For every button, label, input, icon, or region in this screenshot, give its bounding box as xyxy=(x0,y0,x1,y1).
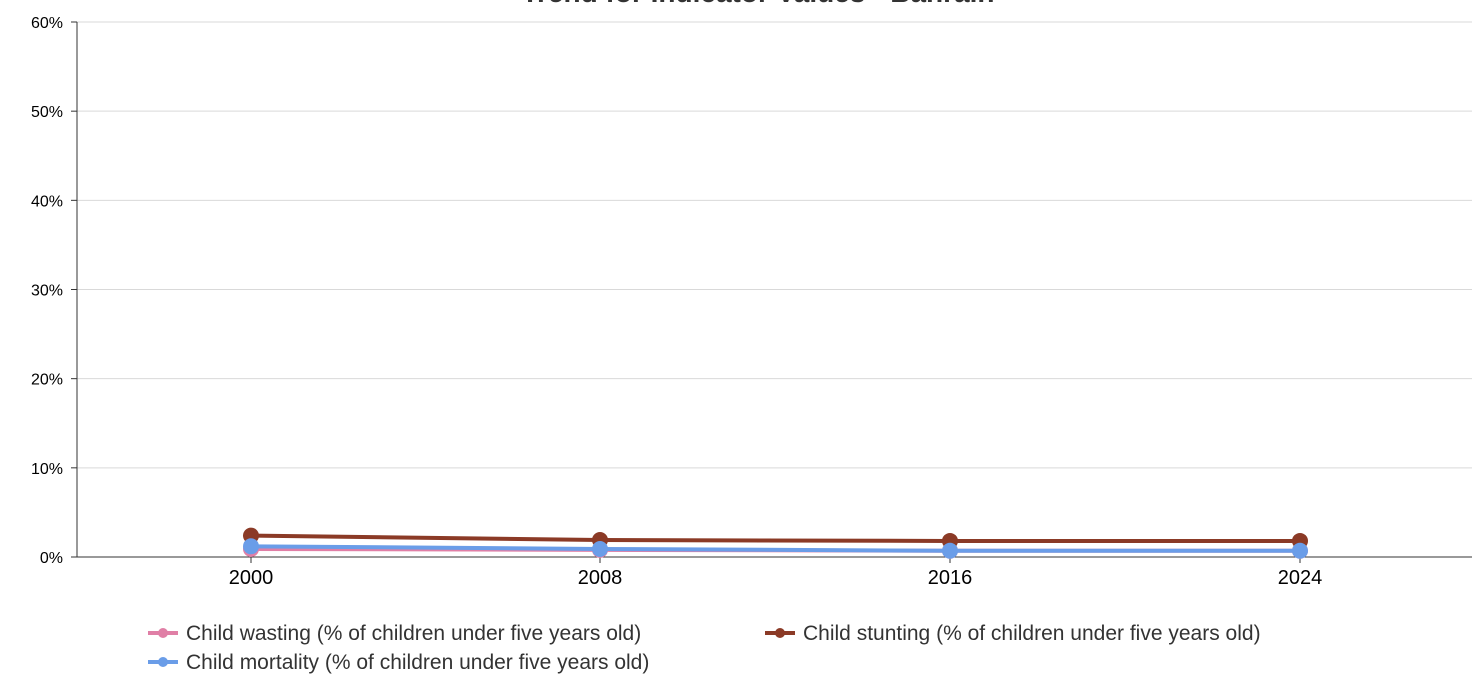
x-tick-label: 2000 xyxy=(229,567,274,589)
legend-item[interactable]: Child mortality (% of children under fiv… xyxy=(148,651,649,674)
y-tick-label: 20% xyxy=(31,372,63,389)
legend-label: Child stunting (% of children under five… xyxy=(803,622,1261,645)
chart-title: Trend for Indicator Values - Bahrain xyxy=(522,0,995,8)
legend-label: Child mortality (% of children under fiv… xyxy=(186,651,649,674)
legend: Child wasting (% of children under five … xyxy=(148,622,1261,674)
legend-item[interactable]: Child stunting (% of children under five… xyxy=(765,622,1261,645)
data-point[interactable] xyxy=(942,543,958,559)
y-tick-label: 40% xyxy=(31,193,63,210)
axes: 0% 10% 20% 30% 40% 50% 60% 2000 2008 2016 2024 xyxy=(31,15,1472,589)
x-tick-label: 2008 xyxy=(578,567,623,589)
legend-item[interactable]: Child wasting (% of children under five … xyxy=(148,622,641,645)
y-tick-label: 30% xyxy=(31,283,63,300)
legend-label: Child wasting (% of children under five … xyxy=(186,622,641,645)
y-tick-label: 50% xyxy=(31,104,63,121)
gridlines xyxy=(77,22,1472,468)
series-lines xyxy=(243,528,1308,559)
x-tick-label: 2016 xyxy=(928,567,973,589)
y-tick-label: 10% xyxy=(31,461,63,478)
series-line xyxy=(251,536,1300,541)
y-tick-label: 0% xyxy=(40,550,63,567)
x-tick-label: 2024 xyxy=(1278,567,1323,589)
legend-swatch-marker xyxy=(775,628,785,638)
data-point[interactable] xyxy=(592,541,608,557)
data-point[interactable] xyxy=(243,538,259,554)
data-point[interactable] xyxy=(1292,543,1308,559)
y-tick-label: 60% xyxy=(31,15,63,32)
legend-swatch-marker xyxy=(158,657,168,667)
legend-swatch-marker xyxy=(158,628,168,638)
